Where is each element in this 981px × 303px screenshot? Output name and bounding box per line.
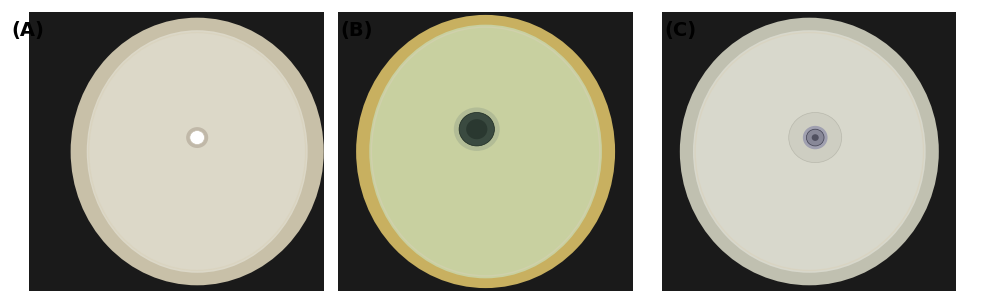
- Circle shape: [789, 112, 842, 163]
- Circle shape: [802, 126, 828, 149]
- Ellipse shape: [680, 18, 939, 285]
- Text: (A): (A): [12, 21, 45, 40]
- Ellipse shape: [356, 15, 615, 288]
- Circle shape: [186, 127, 208, 148]
- Ellipse shape: [692, 29, 927, 274]
- Circle shape: [466, 119, 488, 139]
- Ellipse shape: [368, 23, 603, 280]
- Ellipse shape: [71, 18, 324, 285]
- Circle shape: [806, 129, 824, 146]
- Ellipse shape: [85, 29, 309, 274]
- Circle shape: [459, 112, 494, 146]
- Circle shape: [454, 108, 499, 151]
- Text: (C): (C): [664, 21, 697, 40]
- Text: (B): (B): [340, 21, 373, 40]
- Circle shape: [189, 131, 204, 145]
- Circle shape: [811, 134, 819, 141]
